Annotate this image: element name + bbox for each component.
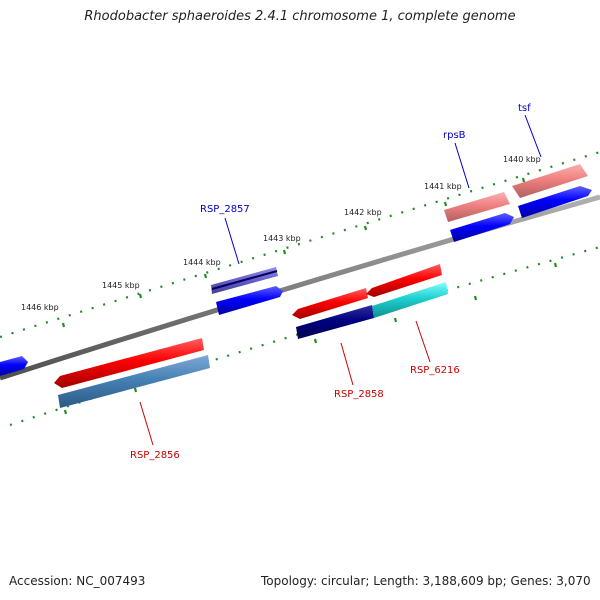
gene-tsf-feature[interactable] — [512, 164, 588, 198]
gene-RSP_2858-cds[interactable] — [296, 305, 374, 339]
scale-label: 1444 kbp — [183, 258, 221, 267]
gene-RSP_2858-feature[interactable] — [292, 288, 368, 319]
gene-RSP_2856-feature[interactable] — [54, 338, 204, 388]
gene-label-tsf[interactable]: tsf — [518, 103, 531, 114]
gene-label-RSP_2856[interactable]: RSP_2856 — [130, 450, 180, 461]
gene-label-rpsB[interactable]: rpsB — [443, 130, 466, 141]
outer-major-ticks — [61, 177, 526, 328]
gene-label-RSP_2858[interactable]: RSP_2858 — [334, 389, 384, 400]
gene-RSP_2856-cds[interactable] — [58, 355, 210, 408]
gene-label-RSP_6216[interactable]: RSP_6216 — [410, 365, 460, 376]
scale-label: 1441 kbp — [424, 182, 462, 191]
gene-rpsB-feature[interactable] — [444, 192, 510, 222]
scale-label: 1443 kbp — [263, 234, 301, 243]
gene-left-cds[interactable] — [0, 356, 28, 376]
accession-text: Accession: NC_007493 — [9, 574, 146, 588]
chromosome-backbone — [0, 194, 600, 381]
gene-tsf-cds[interactable] — [518, 186, 592, 218]
scale-label: 1446 kbp — [21, 303, 59, 312]
scale-label: 1440 kbp — [503, 155, 541, 164]
inner-major-ticks — [63, 262, 558, 415]
genome-summary-text: Topology: circular; Length: 3,188,609 bp… — [261, 574, 591, 588]
outer-tick-track — [0, 150, 600, 339]
gene-label-RSP_2857[interactable]: RSP_2857 — [200, 204, 250, 215]
gene-rpsB-cds[interactable] — [450, 213, 514, 242]
map-title: Rhodobacter sphaeroides 2.4.1 chromosome… — [84, 9, 516, 24]
gene-RSP_2857-cds[interactable] — [216, 286, 283, 315]
label-leaders — [139, 114, 542, 446]
gene-RSP_6216-feature[interactable] — [366, 264, 442, 297]
scale-label: 1442 kbp — [344, 208, 382, 217]
gene-RSP_2857-stripe — [211, 270, 278, 290]
gene-RSP_6216-cds[interactable] — [372, 282, 448, 318]
scale-label: 1445 kbp — [102, 281, 140, 290]
